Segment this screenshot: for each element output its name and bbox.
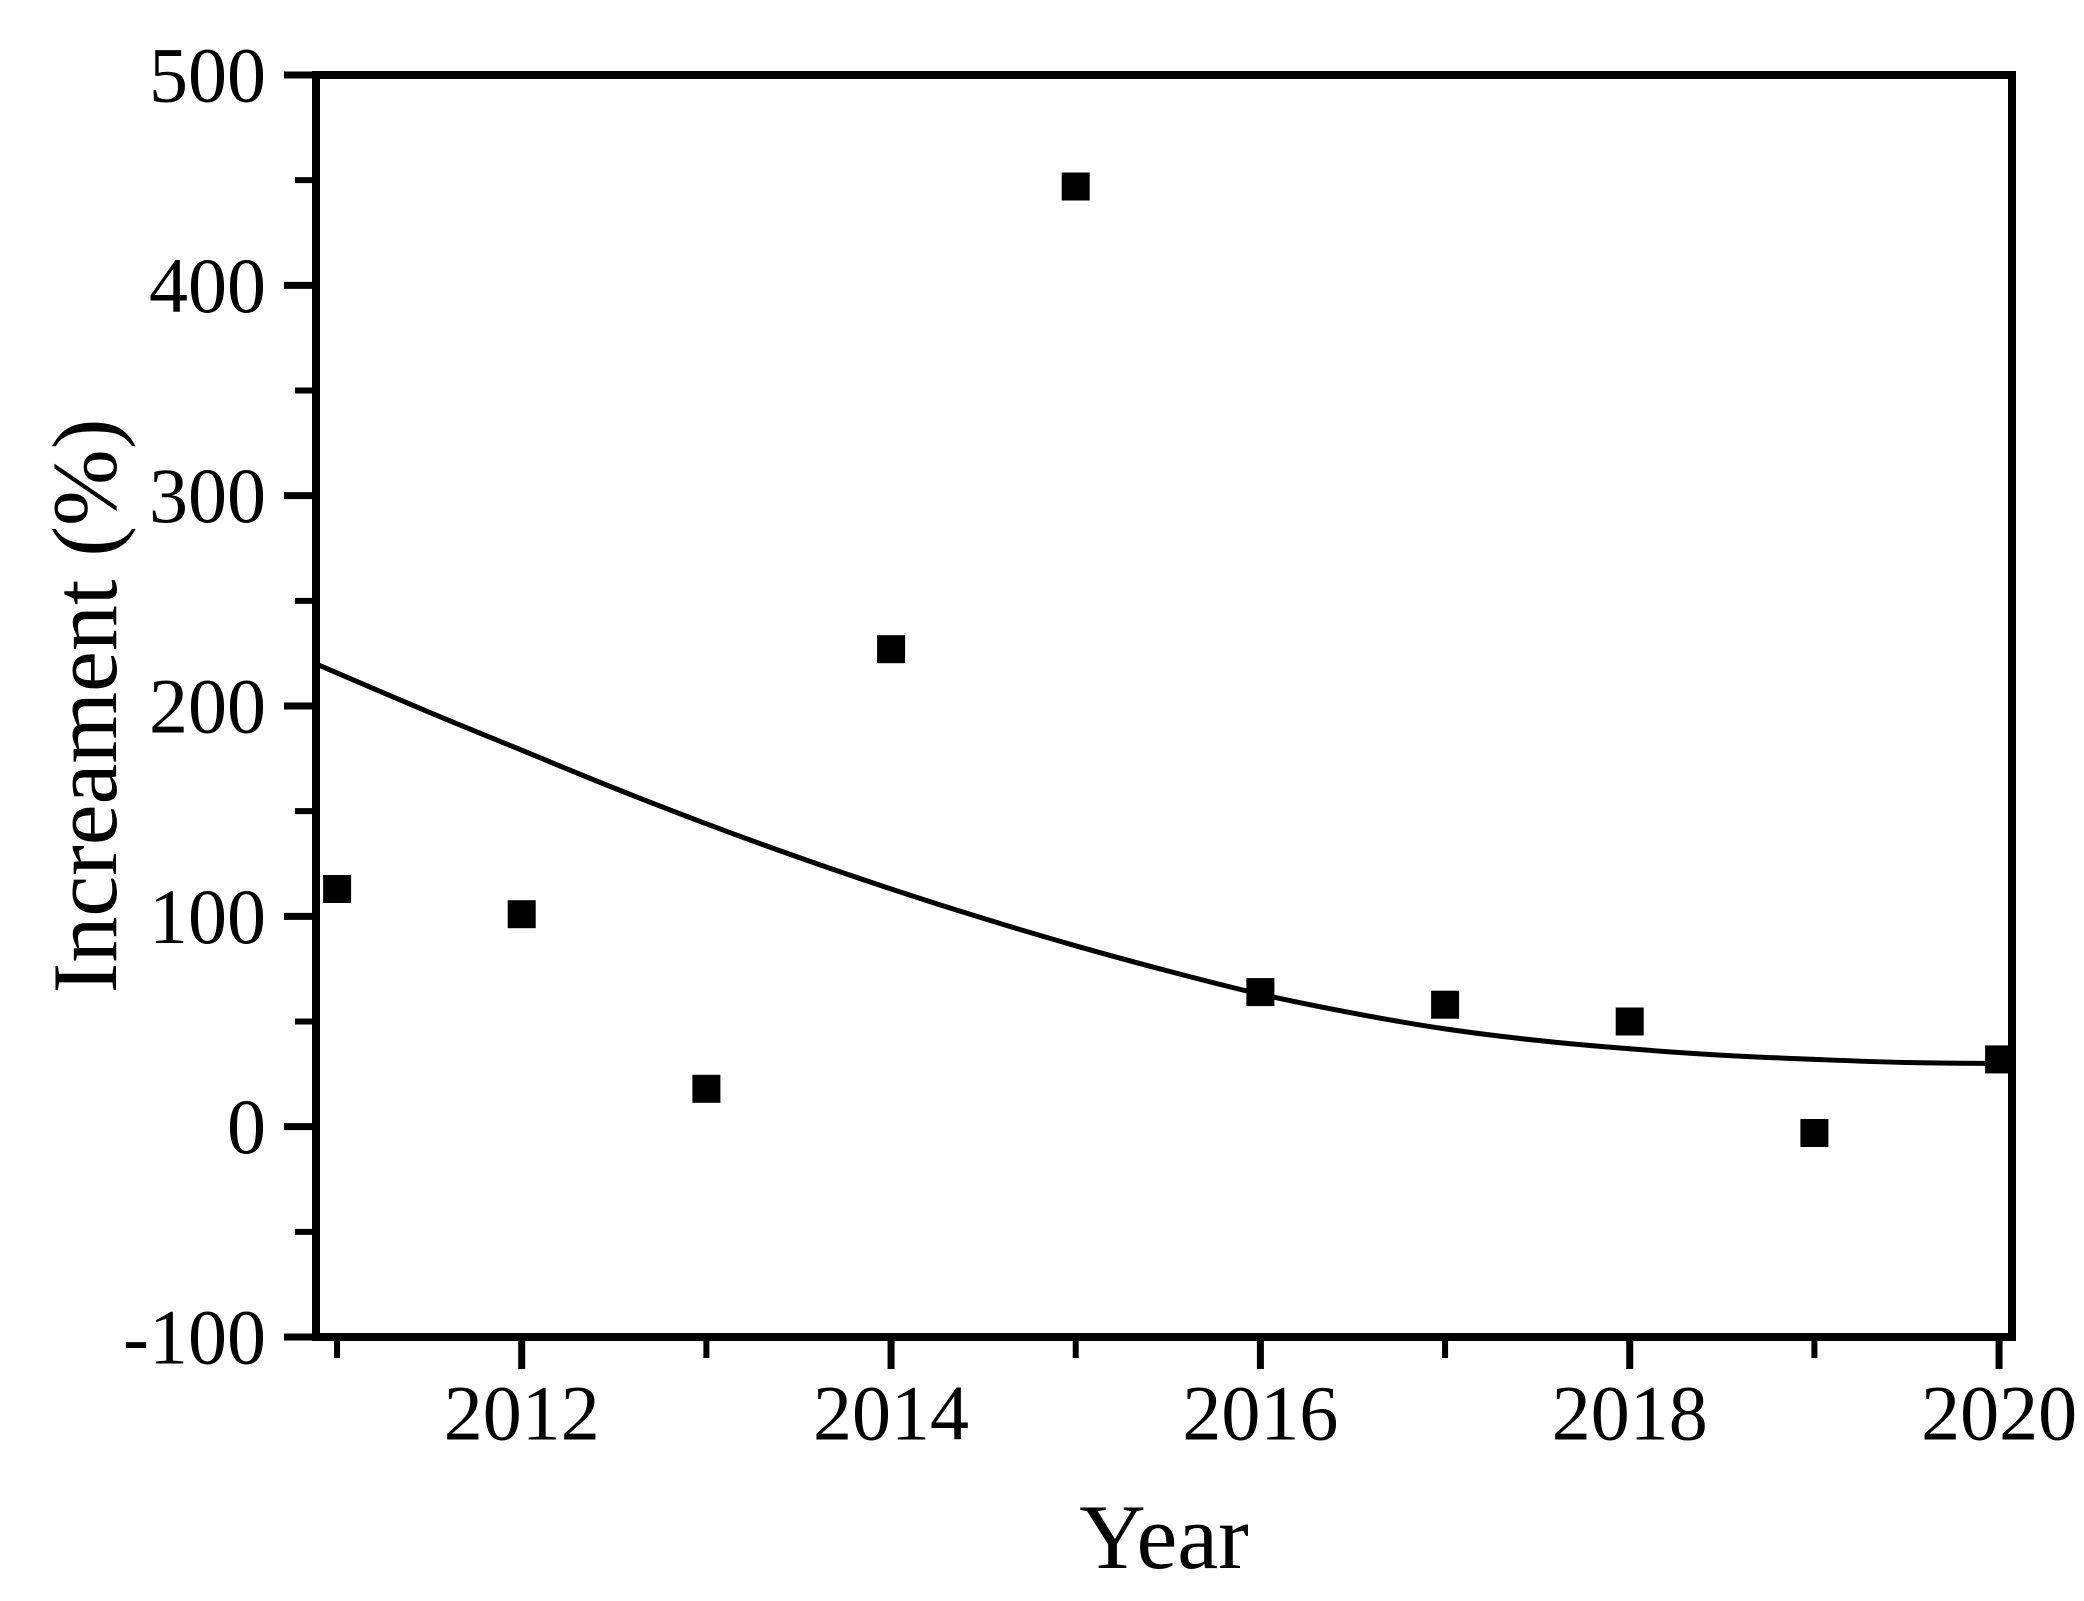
data-point-marker	[507, 900, 536, 929]
y-axis-title: Increament (%)	[34, 419, 136, 994]
y-tick-label: 0	[227, 1083, 266, 1170]
y-axis-tick-labels: 500 400 300 200 100 0 -100	[123, 32, 266, 1381]
y-tick-label: 100	[149, 873, 266, 960]
y-tick-label: 300	[149, 452, 266, 539]
plot-area-border	[312, 71, 2016, 1341]
data-point-marker	[1985, 1045, 2014, 1074]
x-axis-tick-labels: 2012 2014 2016 2018 2020	[444, 1370, 2077, 1457]
data-points-group	[323, 172, 2014, 1147]
y-tick-label: -100	[123, 1294, 266, 1381]
y-tick-label: 500	[149, 32, 266, 119]
data-point-marker	[1246, 978, 1275, 1007]
x-tick-label: 2018	[1552, 1370, 1708, 1457]
x-axis-ticks	[334, 1341, 2003, 1369]
data-point-marker	[1431, 990, 1460, 1019]
x-axis-title: Year	[1079, 1486, 1249, 1588]
x-tick-label: 2020	[1921, 1370, 2077, 1457]
fit-curve-line	[315, 661, 2013, 1067]
y-axis-ticks	[284, 71, 312, 1341]
data-point-marker	[323, 875, 352, 903]
x-tick-label: 2014	[813, 1370, 969, 1457]
data-point-marker	[1061, 172, 1090, 201]
data-point-marker	[1800, 1119, 1829, 1147]
data-point-marker	[877, 635, 906, 664]
x-tick-label: 2016	[1182, 1370, 1338, 1457]
y-tick-label: 400	[149, 242, 266, 329]
y-tick-label: 200	[149, 663, 266, 750]
fit-curve-group	[315, 661, 2013, 1067]
data-point-marker	[692, 1074, 721, 1103]
data-point-marker	[1615, 1007, 1644, 1036]
x-tick-label: 2012	[444, 1370, 600, 1457]
